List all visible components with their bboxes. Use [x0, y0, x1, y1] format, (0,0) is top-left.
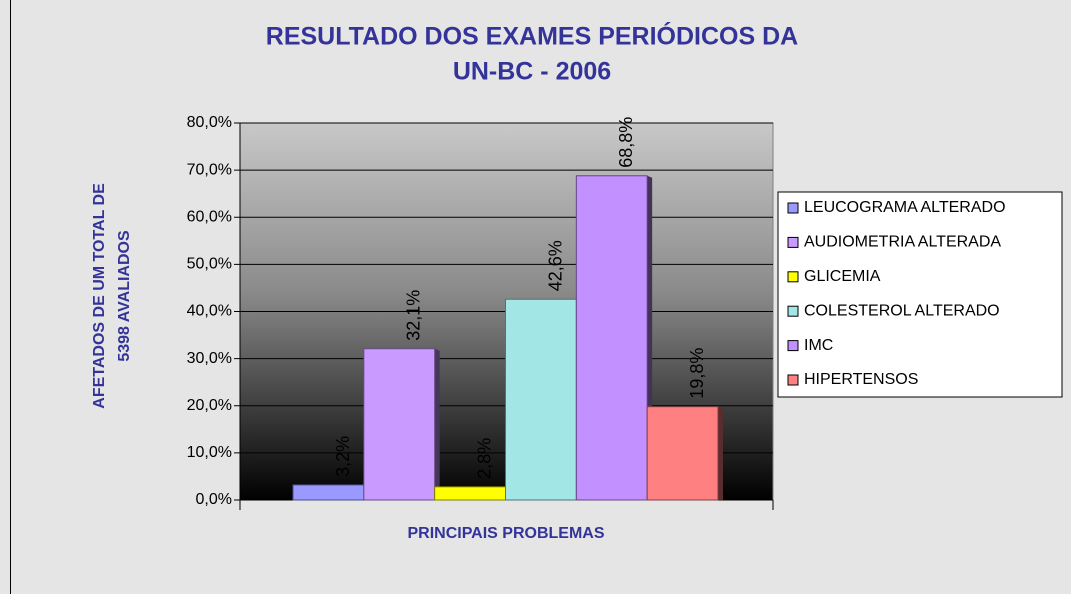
y-axis-label: AFETADOS DE UM TOTAL DE [91, 183, 108, 409]
bar-side [718, 406, 723, 500]
legend-swatch [787, 271, 799, 283]
data-label: 42,6% [545, 240, 565, 291]
bar [505, 298, 577, 501]
bar [434, 486, 506, 501]
bar [575, 175, 648, 501]
legend-label: GLICEMIA [804, 268, 881, 285]
y-axis-label: 5398 AVALIADOS [116, 230, 133, 362]
y-tick-label: 0,0% [196, 491, 232, 508]
legend-label: AUDIOMETRIA ALTERADA [804, 234, 1001, 251]
data-label: 19,8% [687, 348, 707, 399]
y-tick-label: 40,0% [187, 303, 232, 320]
y-tick-label: 60,0% [187, 208, 232, 225]
y-tick-label: 70,0% [187, 161, 232, 178]
data-label: 32,1% [404, 290, 424, 341]
data-label: 3,2% [333, 436, 353, 477]
bar [363, 348, 436, 501]
legend-swatch [787, 374, 799, 386]
y-tick-label: 80,0% [187, 114, 232, 131]
legend-label: HIPERTENSOS [804, 371, 918, 388]
legend-swatch [787, 305, 799, 317]
bar-side [434, 348, 440, 500]
legend-swatch [787, 340, 799, 352]
chart-border [10, 0, 11, 594]
bar [292, 484, 365, 501]
legend-label: IMC [804, 337, 833, 354]
data-label: 68,8% [616, 117, 636, 168]
legend-label: COLESTEROL ALTERADO [804, 302, 1000, 319]
y-tick-label: 20,0% [187, 397, 232, 414]
legend-swatch [787, 236, 799, 248]
y-tick-label: 50,0% [187, 256, 232, 273]
bar [646, 406, 719, 501]
legend [777, 191, 1063, 398]
chart-title: RESULTADO DOS EXAMES PERIÓDICOS DA [266, 21, 798, 51]
x-axis-label: PRINCIPAIS PROBLEMAS [407, 525, 604, 542]
y-tick-label: 30,0% [187, 350, 232, 367]
legend-label: LEUCOGRAMA ALTERADO [804, 199, 1006, 216]
legend-swatch [787, 202, 799, 214]
y-tick-label: 10,0% [187, 444, 232, 461]
data-label: 2,8% [474, 438, 494, 479]
chart-title: UN-BC - 2006 [453, 58, 611, 86]
